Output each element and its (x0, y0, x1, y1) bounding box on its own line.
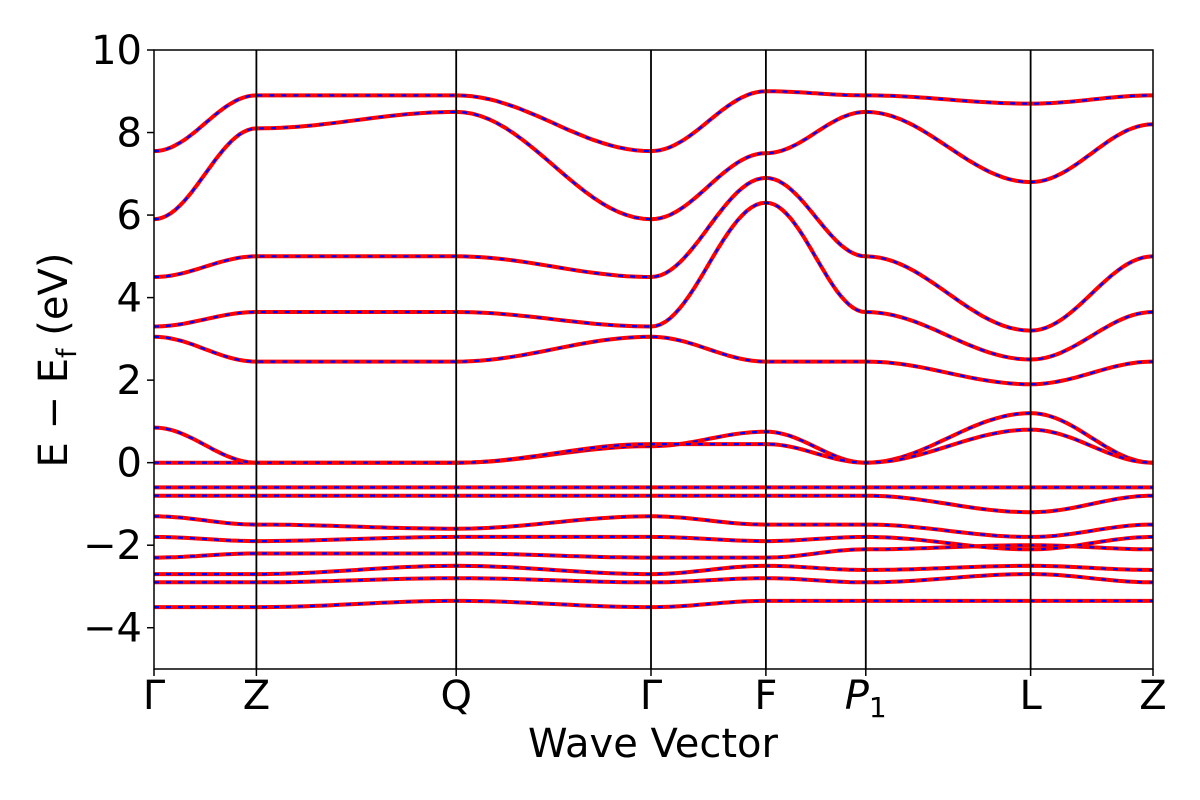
y-tick-label: 2 (117, 358, 142, 404)
plot-frame (153, 49, 1154, 670)
x-axis: Γ Z Q Γ F P1 L Z (143, 669, 1167, 724)
y-axis-label-unit: (eV) (31, 253, 77, 349)
band-12-dashed (154, 176, 1153, 332)
y-tick-label: 6 (117, 193, 142, 239)
kpath-lines (255, 50, 1032, 669)
y-tick-label: 10 (91, 28, 142, 74)
band-1-dashed (154, 573, 1153, 584)
x-tick-label: Γ (640, 673, 663, 719)
band-8-solid (154, 411, 1153, 465)
band-0-dashed (154, 599, 1153, 609)
band-2-dashed (154, 564, 1153, 576)
band-11-dashed (154, 201, 1153, 361)
x-axis-label: Wave Vector (528, 721, 779, 767)
y-axis-label-sub: f (52, 347, 83, 358)
band-13-dashed (154, 110, 1153, 221)
y-axis-label-main: E − E (31, 358, 77, 468)
x-tick-label: Γ (143, 673, 166, 719)
band-5-dashed (154, 515, 1153, 538)
bands-layer (154, 89, 1153, 610)
x-tick-label: F (754, 673, 777, 719)
y-axis: −4 −2 0 2 4 6 8 10 (83, 28, 154, 652)
band-12-solid (154, 175, 1153, 333)
band-4-dashed (154, 535, 1153, 551)
band-6-dashed (154, 494, 1153, 514)
band-8-dashed (154, 411, 1153, 464)
x-tick-label: L (1019, 673, 1042, 719)
y-tick-label: 8 (117, 111, 142, 157)
y-tick-label: 4 (117, 276, 142, 322)
band-4-solid (154, 534, 1153, 552)
band-3-dashed (154, 544, 1153, 559)
band-10-solid (154, 334, 1153, 387)
band-0-solid (154, 598, 1153, 610)
y-tick-label: 0 (117, 441, 142, 487)
x-tick-label: Z (243, 673, 270, 719)
band-6-solid (154, 493, 1153, 515)
x-tick-label: Z (1139, 673, 1166, 719)
band-14-dashed (154, 90, 1153, 153)
y-tick-label: −2 (83, 523, 142, 569)
x-tick-label: Q (440, 673, 471, 719)
band-14-solid (154, 89, 1153, 154)
x-tick-label: P1 (845, 673, 887, 724)
band-9-solid (154, 425, 1153, 465)
band-5-solid (154, 514, 1153, 539)
band-13-solid (154, 109, 1153, 222)
y-axis-label: E − Ef (eV) (31, 253, 83, 468)
y-tick-label: −4 (83, 606, 142, 652)
